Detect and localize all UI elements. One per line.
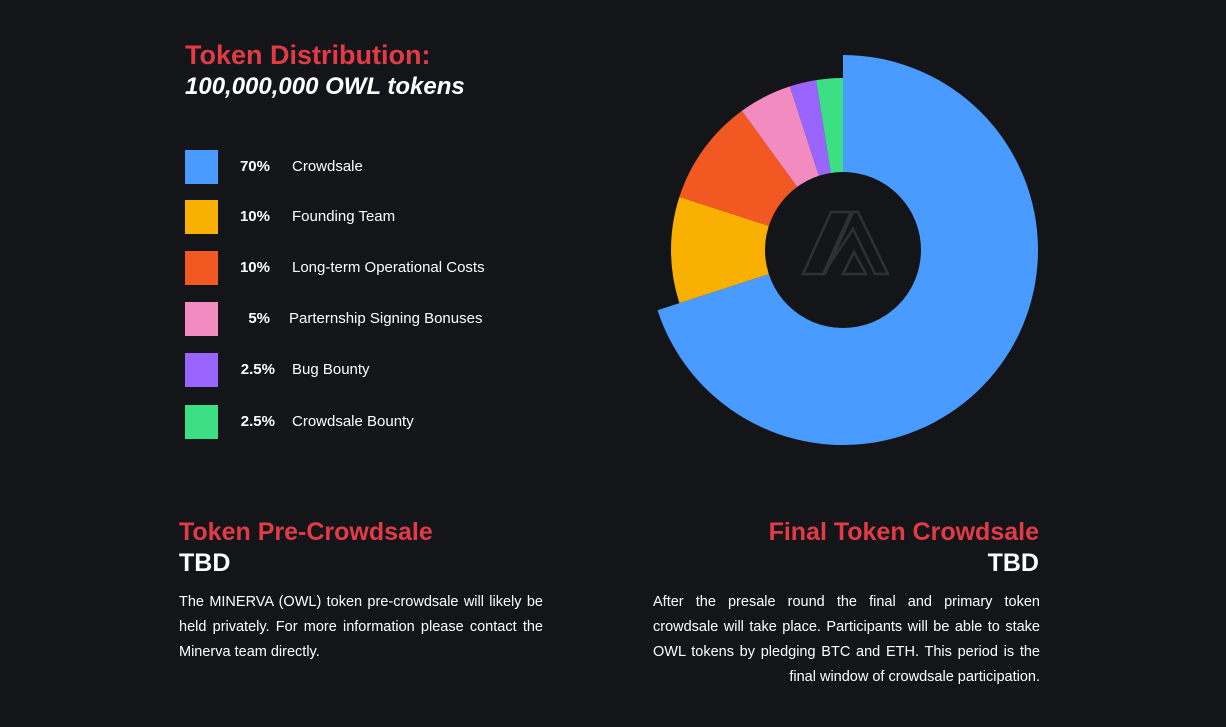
slice-crowdsale-bounty <box>816 78 843 181</box>
slice-bug-bounty <box>789 80 833 184</box>
legend-percent: 10% <box>239 208 270 225</box>
chart-legend: 70% Crowdsale 10% Founding Team 10% Long… <box>185 150 545 442</box>
final-crowdsale-title: Final Token Crowdsale <box>768 518 1039 546</box>
pre-crowdsale-title: Token Pre-Crowdsale <box>179 518 433 546</box>
legend-item-partnership-bonuses: 5% Parternship Signing Bonuses <box>185 302 545 336</box>
pre-crowdsale-status: TBD <box>179 549 231 577</box>
slice-crowdsale <box>657 55 1038 445</box>
legend-label: Bug Bounty <box>292 361 370 378</box>
legend-label: Long-term Operational Costs <box>292 259 485 276</box>
legend-percent: 5% <box>248 310 270 327</box>
distribution-title: Token Distribution: <box>185 40 431 70</box>
legend-swatch <box>185 150 218 184</box>
legend-item-crowdsale-bounty: 2.5% Crowdsale Bounty <box>185 405 545 439</box>
donut-hole <box>765 172 921 328</box>
legend-item-crowdsale: 70% Crowdsale <box>185 150 545 184</box>
legend-label: Parternship Signing Bonuses <box>289 310 483 327</box>
legend-item-founding-team: 10% Founding Team <box>185 200 545 234</box>
legend-swatch <box>185 200 218 234</box>
final-crowdsale-status: TBD <box>987 549 1039 577</box>
legend-label: Crowdsale <box>292 158 363 175</box>
pre-crowdsale-description: The MINERVA (OWL) token pre-crowdsale wi… <box>179 594 543 660</box>
slice-operational-costs <box>679 110 802 229</box>
legend-label: Crowdsale Bounty <box>292 413 414 430</box>
legend-percent: 70% <box>239 158 270 175</box>
legend-item-bug-bounty: 2.5% Bug Bounty <box>185 353 545 387</box>
minerva-logo-icon <box>801 210 890 276</box>
legend-percent: 2.5% <box>240 361 275 378</box>
legend-swatch <box>185 251 218 285</box>
distribution-subtitle: 100,000,000 OWL tokens <box>185 73 465 100</box>
donut-chart <box>657 55 1038 445</box>
slice-partnership-bonuses <box>741 86 822 194</box>
legend-swatch <box>185 353 218 387</box>
legend-percent: 2.5% <box>240 413 275 430</box>
slice-founding-team <box>671 196 777 304</box>
legend-item-operational-costs: 10% Long-term Operational Costs <box>185 251 545 285</box>
legend-percent: 10% <box>239 259 270 276</box>
final-crowdsale-description: After the presale round the final and pr… <box>653 594 1040 685</box>
legend-swatch <box>185 405 218 439</box>
legend-swatch <box>185 302 218 336</box>
legend-label: Founding Team <box>292 208 396 225</box>
